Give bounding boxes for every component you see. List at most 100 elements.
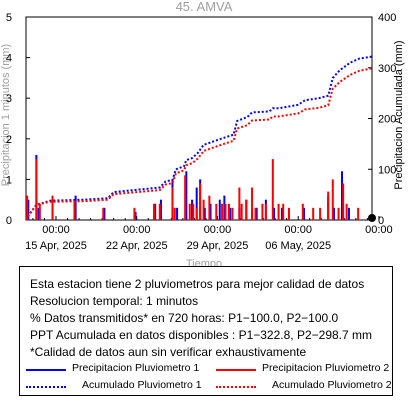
bar-precipitacion-pluviometro-2 xyxy=(331,179,334,220)
y-right-tick-label: 400 xyxy=(378,12,396,24)
legend-swatch-precip-2 xyxy=(216,369,256,371)
bar-precipitacion-pluviometro-2 xyxy=(35,159,38,220)
bar-precipitacion-pluviometro-1 xyxy=(134,211,137,220)
plot-area: 0 1 2 3 4 5 0 100 200 300 400 00:00 15 Apr, 2025 00:0… xyxy=(6,12,396,252)
bar-precipitacion-pluviometro-1 xyxy=(272,207,275,220)
bar-precipitacion-pluviometro-2 xyxy=(277,203,280,220)
bar-precipitacion-pluviometro-1 xyxy=(154,203,157,220)
y-left-tick-label: 5 xyxy=(6,12,12,24)
bar-precipitacion-pluviometro-1 xyxy=(223,195,226,220)
x-tick-time-label: 00:00 xyxy=(42,224,70,236)
bar-precipitacion-pluviometro-2 xyxy=(102,207,105,220)
info-box: Esta estacion tiene 2 pluviometros para … xyxy=(19,266,393,396)
bar-precipitacion-pluviometro-2 xyxy=(287,207,290,220)
bar-precipitacion-pluviometro-2 xyxy=(38,203,41,220)
bar-precipitacion-pluviometro-2 xyxy=(153,203,156,220)
bar-precipitacion-pluviometro-2 xyxy=(184,175,187,220)
x-tick-time-label: 00:00 xyxy=(204,224,232,236)
bar-precipitacion-pluviometro-1 xyxy=(229,207,232,220)
info-line-quality: *Calidad de datos aun sin verificar exha… xyxy=(30,345,307,359)
bar-precipitacion-pluviometro-2 xyxy=(221,203,224,220)
bar-precipitacion-pluviometro-1 xyxy=(191,199,194,220)
bar-precipitacion-pluviometro-2 xyxy=(227,203,230,220)
y-left-tick-label: 1 xyxy=(6,174,12,186)
bar-precipitacion-pluviometro-1 xyxy=(302,207,305,220)
y-axis-left-label: Precipitacion 1 minutos (mm) xyxy=(0,44,12,186)
bar-precipitacion-pluviometro-1 xyxy=(347,207,350,220)
bar-precipitacion-pluviometro-1 xyxy=(255,207,258,220)
y-axis-right-label: Precipitacion Acumulada (mm) xyxy=(393,40,405,189)
chart-title: 45. AMVA xyxy=(176,0,233,14)
bar-precipitacion-pluviometro-1 xyxy=(218,199,221,220)
bar-precipitacion-pluviometro-1 xyxy=(281,207,284,220)
bar-precipitacion-pluviometro-2 xyxy=(251,187,254,220)
bar-precipitacion-pluviometro-2 xyxy=(342,183,345,220)
y-left-tick-label: 3 xyxy=(6,93,12,105)
info-line-transmitted: % Datos transmitidos* en 720 horas: P1−1… xyxy=(30,311,339,325)
legend-label-precip-2: Precipitacion Pluviometro 2 xyxy=(262,362,390,374)
bar-precipitacion-pluviometro-2 xyxy=(51,195,54,220)
x-tick-time-label: 00:00 xyxy=(365,224,393,236)
bar-precipitacion-pluviometro-1 xyxy=(195,187,198,220)
bar-precipitacion-pluviometro-2 xyxy=(171,187,174,220)
bar-precipitacion-pluviometro-2 xyxy=(301,203,304,220)
bar-precipitacion-pluviometro-2 xyxy=(261,203,264,220)
line-acumulado-pluviometro-2 xyxy=(25,67,373,221)
y-right-tick-label: 200 xyxy=(378,114,396,126)
bar-precipitacion-pluviometro-2 xyxy=(202,199,205,220)
bar-precipitacion-pluviometro-2 xyxy=(357,207,360,220)
legend-label-accum-1: Acumulado Pluviometro 1 xyxy=(82,379,202,391)
bar-precipitacion-pluviometro-1 xyxy=(341,171,344,220)
x-tick-date-label: 06 May, 2025 xyxy=(265,240,331,252)
bar-precipitacion-pluviometro-1 xyxy=(209,203,212,220)
bar-precipitacion-pluviometro-1 xyxy=(176,207,179,220)
bar-precipitacion-pluviometro-1 xyxy=(185,171,188,220)
bar-precipitacion-pluviometro-1 xyxy=(37,207,40,220)
bar-precipitacion-pluviometro-2 xyxy=(215,203,218,220)
bar-precipitacion-pluviometro-2 xyxy=(337,207,340,220)
info-line-accumulated: PPT Acumulada en datos disponibles : P1−… xyxy=(30,328,372,342)
bar-precipitacion-pluviometro-2 xyxy=(312,207,315,220)
bar-precipitacion-pluviometro-2 xyxy=(271,159,274,220)
bar-precipitacion-pluviometro-2 xyxy=(282,203,285,220)
y-right-tick-label: 300 xyxy=(378,63,396,75)
x-tick-date-label: 29 Apr, 2025 xyxy=(187,240,249,252)
info-line-resolution: Resolucion temporal: 1 minutos xyxy=(30,294,199,308)
bar-precipitacion-pluviometro-2 xyxy=(133,207,136,220)
x-tick-date-label: 22 Apr, 2025 xyxy=(106,240,168,252)
bar-precipitacion-pluviometro-2 xyxy=(345,203,348,220)
bar-precipitacion-pluviometro-2 xyxy=(173,207,176,220)
bar-precipitacion-pluviometro-2 xyxy=(208,195,211,220)
legend-label-accum-2: Acumulado Pluviometro 2 xyxy=(272,379,392,391)
end-marker-dot xyxy=(368,213,376,222)
rainfall-chart: 45. AMVA Precipitacion 1 minutos (mm) Pr… xyxy=(0,0,405,266)
bar-precipitacion-pluviometro-2 xyxy=(199,183,202,220)
bar-precipitacion-pluviometro-2 xyxy=(188,203,191,220)
bar-precipitacion-pluviometro-2 xyxy=(238,187,241,220)
bar-precipitacion-pluviometro-2 xyxy=(327,191,330,220)
bar-precipitacion-pluviometro-2 xyxy=(73,199,76,220)
y-right-tick-label: 0 xyxy=(378,215,384,227)
x-tick-time-label: 00:00 xyxy=(284,224,312,236)
x-tick-time-label: 00:00 xyxy=(123,224,151,236)
bar-precipitacion-pluviometro-1 xyxy=(103,207,106,220)
bar-precipitacion-pluviometro-2 xyxy=(231,207,234,220)
bar-precipitacion-pluviometro-2 xyxy=(224,203,227,220)
bar-precipitacion-pluviometro-1 xyxy=(159,199,162,220)
legend-swatch-accum-2 xyxy=(216,386,256,388)
bar-precipitacion-pluviometro-2 xyxy=(264,203,267,220)
bar-precipitacion-pluviometro-2 xyxy=(319,207,322,220)
info-line-stations: Esta estacion tiene 2 pluviometros para … xyxy=(30,277,365,291)
bar-precipitacion-pluviometro-2 xyxy=(245,199,248,220)
bar-precipitacion-pluviometro-1 xyxy=(332,207,335,220)
x-tick-date-label: 15 Apr, 2025 xyxy=(25,240,87,252)
bar-precipitacion-pluviometro-1 xyxy=(27,199,30,220)
y-left-tick-label: 2 xyxy=(6,134,12,146)
bar-precipitacion-pluviometro-1 xyxy=(203,207,206,220)
legend-label-precip-1: Precipitacion Pluviometro 1 xyxy=(72,362,200,374)
y-left-tick-label: 4 xyxy=(6,53,12,65)
y-left-tick-label: 0 xyxy=(6,215,12,227)
x-axis-label: Tiempo xyxy=(186,258,222,266)
bar-precipitacion-pluviometro-2 xyxy=(26,195,29,220)
bar-precipitacion-pluviometro-2 xyxy=(192,203,195,220)
